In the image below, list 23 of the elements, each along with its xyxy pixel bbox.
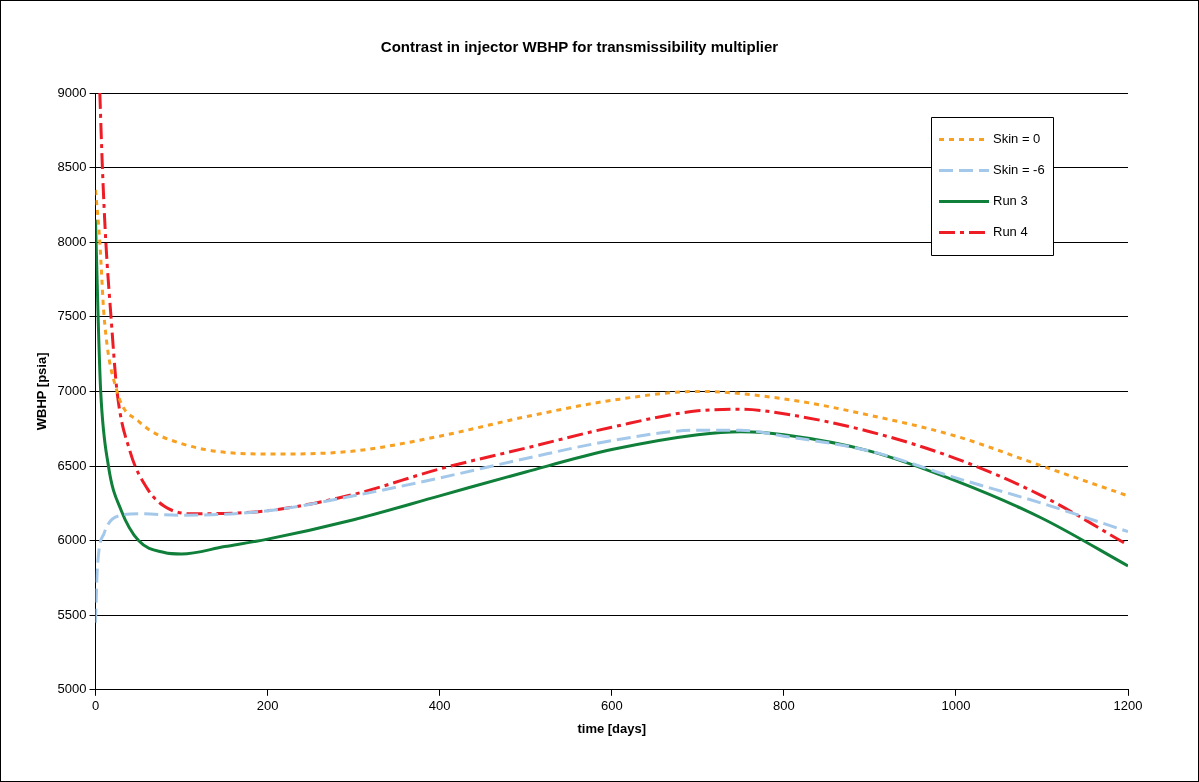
y-axis-title: WBHP [psia] [34, 352, 50, 431]
legend-label: Skin = 0 [993, 131, 1041, 147]
legend-label: Run 3 [993, 193, 1028, 209]
legend-label: Skin = -6 [993, 162, 1045, 178]
y-tick-label: 9000 [57, 84, 87, 100]
y-tick-label: 5000 [57, 681, 87, 697]
x-tick-label: 1200 [1113, 698, 1143, 714]
x-tick-label: 1000 [941, 698, 971, 714]
y-tick-label: 7500 [57, 308, 87, 324]
x-tick-label: 800 [772, 698, 795, 714]
x-tick-label: 400 [428, 698, 451, 714]
legend-label: Run 4 [993, 224, 1028, 240]
y-tick-label: 6000 [57, 532, 87, 548]
x-tick-label: 0 [91, 698, 100, 714]
x-tick-label: 600 [600, 698, 623, 714]
y-tick-label: 8000 [57, 233, 87, 249]
y-tick-label: 6500 [57, 457, 87, 473]
chart-title: Contrast in injector WBHP for transmissibility multiplier [380, 38, 779, 56]
y-tick-label: 5500 [57, 606, 87, 622]
x-axis-title: time [days] [577, 720, 647, 736]
x-tick-label: 200 [256, 698, 279, 714]
y-tick-label: 8500 [57, 159, 87, 175]
y-tick-label: 7000 [57, 382, 87, 398]
